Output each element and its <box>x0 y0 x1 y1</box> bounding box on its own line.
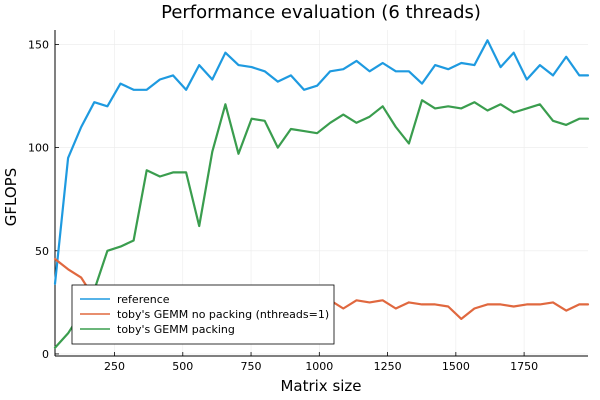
gridlines <box>55 30 588 356</box>
x-tick-label: 1750 <box>510 360 538 373</box>
y-tick-label: 50 <box>35 245 49 258</box>
y-tick-label: 0 <box>42 348 49 361</box>
x-axis-ticks: 250 500 750 1000 1250 1500 1750 <box>104 352 538 373</box>
x-tick-label: 250 <box>104 360 125 373</box>
chart-title: Performance evaluation (6 threads) <box>161 2 481 23</box>
y-tick-label: 150 <box>28 38 49 51</box>
legend-label-0: reference <box>117 293 170 306</box>
x-tick-label: 1500 <box>442 360 470 373</box>
series-line-2 <box>53 99 590 349</box>
y-tick-label: 100 <box>28 142 49 155</box>
legend-label-2: toby's GEMM packing <box>117 323 235 336</box>
y-axis-ticks: 0 50 100 150 <box>28 38 59 361</box>
x-tick-label: 750 <box>241 360 262 373</box>
plot-frame <box>54 30 588 357</box>
series-line-0 <box>53 39 590 285</box>
legend: reference toby's GEMM no packing (nthread… <box>71 284 335 345</box>
legend-box <box>71 284 335 345</box>
x-tick-label: 1000 <box>305 360 333 373</box>
x-axis-title: Matrix size <box>280 377 361 395</box>
legend-label-1: toby's GEMM no packing (nthreads=1) <box>117 308 329 321</box>
x-tick-label: 500 <box>172 360 193 373</box>
y-axis-title: GFLOPS <box>2 168 20 226</box>
x-tick-label: 1250 <box>374 360 402 373</box>
